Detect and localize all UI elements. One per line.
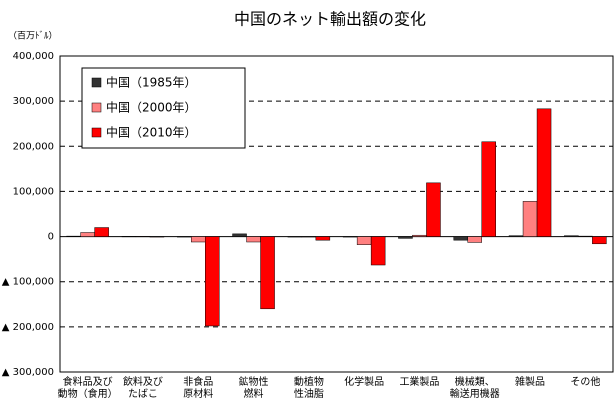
- bar: [94, 227, 109, 237]
- bar: [370, 236, 386, 266]
- bar: [232, 233, 247, 237]
- legend-swatch: [91, 77, 102, 88]
- y-tick-label: ▲ 300,000: [2, 367, 54, 378]
- chart-title: 中国のネット輸出額の変化: [234, 10, 426, 29]
- bar: [508, 235, 524, 237]
- legend-label: 中国（2000年）: [106, 100, 197, 115]
- bar: [66, 235, 81, 237]
- x-tick-label: 動植物 性油脂: [293, 377, 324, 400]
- bar: [398, 236, 413, 239]
- y-tick-label: 0: [48, 232, 54, 243]
- legend-swatch: [91, 102, 102, 113]
- legend-box: [81, 67, 246, 149]
- legend-swatch: [91, 127, 102, 138]
- bar: [177, 236, 192, 238]
- y-tick-label: 300,000: [13, 96, 54, 107]
- x-tick-label: 化学製品: [344, 377, 385, 388]
- x-tick-label: 食料品及び 動物（食用）: [57, 377, 118, 400]
- bar: [564, 235, 579, 237]
- y-tick-label: 200,000: [13, 141, 54, 152]
- bar: [578, 235, 593, 237]
- bar: [80, 232, 95, 237]
- x-tick-label: 機械類、 輸送用機器: [449, 377, 500, 400]
- x-tick-label: 飲料及び たばこ: [122, 377, 163, 400]
- y-tick-label: ▲ 200,000: [2, 322, 54, 333]
- bar: [301, 236, 317, 238]
- x-tick-label: 鉱物性 燃料: [238, 377, 269, 400]
- bar: [426, 182, 441, 237]
- bar: [260, 236, 275, 310]
- x-tick-label: 工業製品: [399, 377, 440, 388]
- y-unit-label: （百万ﾄﾞﾙ）: [8, 31, 58, 42]
- bar: [191, 236, 206, 243]
- x-tick-label: その他: [570, 377, 601, 388]
- bar: [536, 108, 552, 237]
- legend-label: 中国（2010年）: [106, 125, 197, 140]
- bar: [412, 234, 427, 237]
- bar: [356, 236, 372, 245]
- bar: [246, 236, 261, 243]
- bar: [149, 236, 165, 238]
- y-tick-label: 100,000: [13, 186, 54, 197]
- legend: 中国（1985年） 中国（2000年） 中国（2010年）: [81, 67, 246, 149]
- bar: [342, 236, 358, 238]
- bar: [287, 236, 303, 238]
- bar: [592, 236, 607, 245]
- bar: [121, 236, 137, 238]
- bar: [467, 236, 482, 243]
- bar: [481, 141, 496, 237]
- x-tick-label: 雑製品: [515, 377, 546, 388]
- bar: [205, 236, 220, 327]
- bar: [522, 201, 538, 237]
- bar: [315, 236, 331, 241]
- x-tick-label: 非食品 原材料: [183, 377, 214, 400]
- legend-label: 中国（1985年）: [106, 75, 197, 90]
- y-tick-label: ▲ 100,000: [2, 277, 54, 288]
- plot-area: [59, 55, 614, 373]
- bar: [453, 236, 468, 241]
- bar: [135, 236, 151, 238]
- y-tick-label: 400,000: [13, 51, 54, 62]
